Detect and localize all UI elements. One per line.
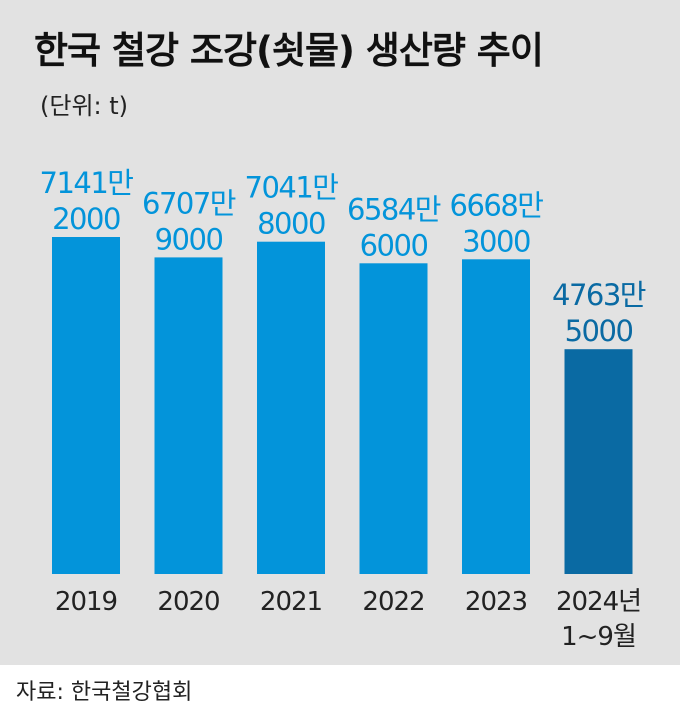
x-label-5: 2024년 1~9월 bbox=[556, 587, 641, 652]
value-label-0: 7141만 2000 bbox=[40, 166, 134, 236]
chart-title: 한국 철강 조강(쇳물) 생산량 추이 bbox=[34, 29, 544, 72]
bar-5 bbox=[564, 349, 633, 574]
value-label-4: 6668만 3000 bbox=[450, 188, 544, 258]
x-label-4: 2023 bbox=[465, 587, 527, 617]
unit-label: (단위: t) bbox=[40, 92, 129, 120]
x-label-1: 2020 bbox=[157, 587, 219, 617]
x-label-3: 2022 bbox=[362, 587, 424, 617]
x-label-2: 2021 bbox=[260, 587, 322, 617]
source-note: 자료: 한국철강협회 bbox=[16, 680, 193, 705]
value-label-3: 6584만 6000 bbox=[347, 192, 441, 262]
bar-3 bbox=[359, 263, 428, 574]
value-label-1: 6707만 9000 bbox=[142, 186, 236, 256]
value-label-2: 7041만 8000 bbox=[245, 171, 339, 241]
bar-0 bbox=[52, 237, 120, 574]
bar-1 bbox=[154, 257, 223, 574]
bar-4 bbox=[462, 259, 530, 574]
x-label-0: 2019 bbox=[55, 587, 117, 617]
value-label-5: 4763만 5000 bbox=[552, 278, 646, 348]
bar-2 bbox=[257, 241, 325, 574]
